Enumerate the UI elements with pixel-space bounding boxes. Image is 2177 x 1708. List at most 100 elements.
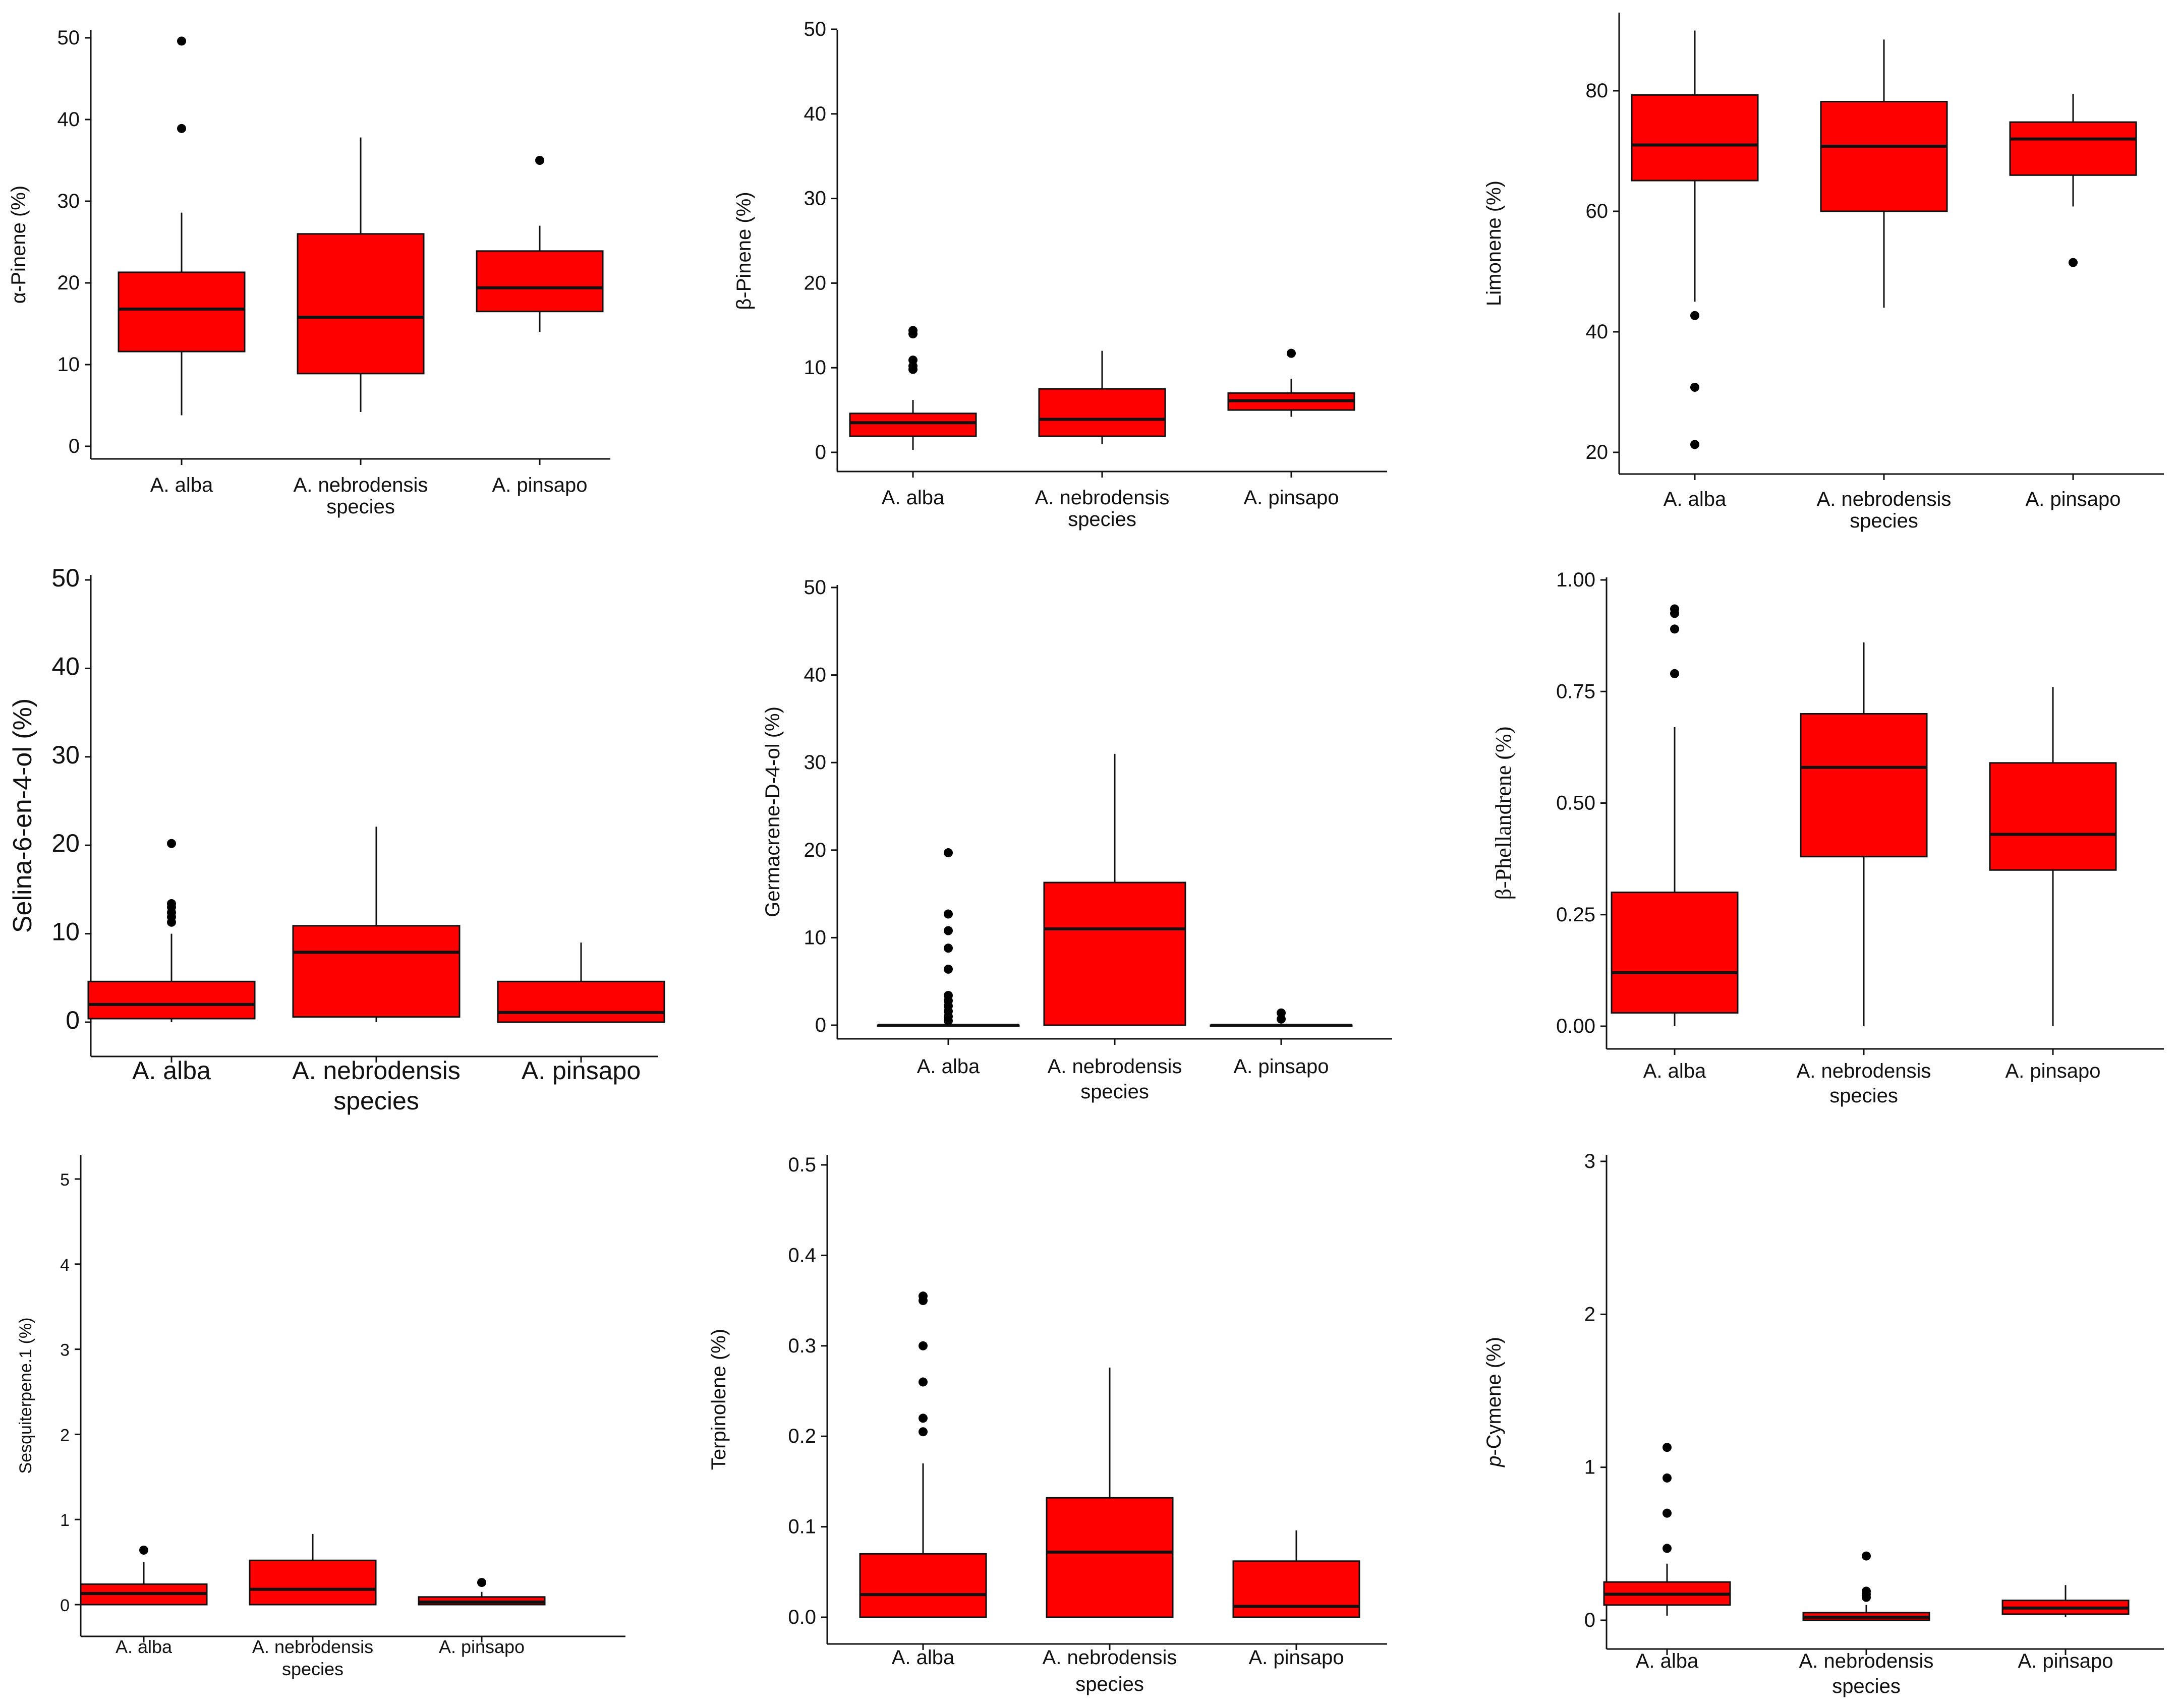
box-body: [497, 980, 665, 1023]
x-category-label: A. nebrodensis: [1035, 487, 1170, 509]
y-tick-label: 1: [60, 1511, 70, 1530]
x-axis-title: species: [282, 1659, 343, 1679]
box-body: [1800, 713, 1928, 858]
outlier-point: [944, 990, 953, 1000]
box-body: [476, 250, 604, 313]
x-category-label: A. alba: [116, 1636, 173, 1657]
y-tick-label: 5: [60, 1170, 70, 1190]
box-body: [87, 980, 256, 1020]
box-body: [118, 271, 246, 352]
x-category-label: A. alba: [882, 487, 945, 509]
outlier-point: [919, 1427, 928, 1437]
panel-germacrene-d-4-ol: 0 10 20 30 40 50 Germacrene-D-4-ol (%) A. alba A…: [762, 576, 1392, 1103]
outlier-point: [919, 1377, 928, 1387]
outlier-point: [1862, 1551, 1871, 1561]
x-axis-title: species: [1068, 508, 1136, 531]
x-category-label: A. pinsapo: [1248, 1646, 1344, 1669]
panel-selina-6-en-4-ol: 0 10 20 30 40 50 Selina-6-en-4-ol (%) A. alba A.…: [8, 564, 665, 1115]
panel-beta-phellandrene: 0.00 0.25 0.50 0.75 1.00 β-Phellandrene (%) A.…: [1491, 569, 2164, 1107]
y-tick-label: 4: [60, 1256, 70, 1275]
x-axis-title: species: [1850, 510, 1918, 532]
y-tick-label: 50: [51, 564, 80, 592]
box-body: [1038, 388, 1166, 437]
y-axis-title: Limonene (%): [1483, 181, 1505, 306]
box-body: [1989, 762, 2117, 871]
outlier-point: [1690, 440, 1699, 449]
outlier-point: [944, 848, 953, 858]
x-axis-title: species: [1832, 1675, 1901, 1697]
box-body: [849, 413, 977, 437]
outlier-point: [919, 1291, 928, 1301]
box-body: [297, 233, 425, 375]
y-tick-label: 2: [60, 1426, 70, 1445]
y-axis-title: p-Cymene (%): [1483, 1337, 1505, 1467]
box-body: [249, 1559, 377, 1606]
panel-terpinolene: 0.0 0.1 0.2 0.3 0.4 0.5 Terpinolene (%) A. alba…: [708, 1154, 1387, 1695]
y-tick-label: 3: [60, 1341, 70, 1360]
panel-p-cymene: 0 1 2 3 p-Cymene (%) A. alba A. nebrodensis spe…: [1483, 1150, 2164, 1697]
x-category-label: A. alba: [150, 474, 213, 496]
box-body: [2009, 121, 2137, 176]
x-category-label: A. nebrodensis: [252, 1636, 373, 1657]
x-category-label: A. alba: [132, 1056, 211, 1085]
box-body: [1232, 1560, 1360, 1618]
y-tick-label: 60: [1586, 200, 1609, 222]
y-tick-label: 10: [804, 926, 827, 949]
outlier-point: [1663, 1443, 1672, 1452]
outlier-point: [944, 964, 953, 974]
outlier-point: [139, 1545, 148, 1555]
outlier-point: [919, 1413, 928, 1423]
y-tick-label: 40: [58, 108, 80, 131]
box-body: [1820, 101, 1948, 212]
y-tick-label: 0.5: [788, 1154, 816, 1176]
y-tick-label: 40: [1586, 321, 1609, 343]
y-tick-label: 0: [66, 1006, 80, 1034]
y-tick-label: 0: [1584, 1609, 1595, 1631]
y-tick-label: 30: [58, 190, 80, 212]
outlier-point: [1287, 348, 1296, 358]
y-tick-label: 30: [804, 188, 827, 210]
y-tick-label: 50: [58, 27, 80, 49]
y-tick-label: 10: [51, 918, 80, 946]
x-category-label: A. alba: [892, 1646, 955, 1669]
outlier-point: [167, 839, 176, 848]
box-body: [1043, 881, 1186, 1026]
x-axis-title: species: [1829, 1085, 1898, 1107]
y-tick-label: 1.00: [1556, 569, 1595, 591]
y-axis-title-rest: -Cymene (%): [1483, 1337, 1505, 1456]
y-tick-label: 3: [1584, 1150, 1595, 1172]
outlier-point: [177, 124, 186, 133]
y-tick-label: 20: [804, 272, 827, 294]
panel-alpha-pinene: 0 10 20 30 40 50 α-Pinene (%) A. alba A. nebrode…: [8, 27, 610, 518]
y-tick-label: 20: [58, 272, 80, 294]
x-category-label: A. pinsapo: [2018, 1650, 2113, 1672]
y-tick-label: 0.75: [1556, 680, 1595, 702]
outlier-point: [944, 909, 953, 919]
x-category-label: A. pinsapo: [1243, 487, 1339, 509]
y-tick-label: 2: [1584, 1303, 1595, 1325]
y-tick-label: 80: [1586, 80, 1609, 102]
y-tick-label: 20: [804, 839, 827, 861]
outlier-point: [1670, 604, 1679, 614]
outlier-point: [177, 36, 186, 46]
y-tick-label: 0.1: [788, 1516, 816, 1538]
y-tick-label: 20: [1586, 441, 1609, 463]
x-category-label: A. alba: [1636, 1650, 1699, 1672]
x-category-label: A. nebrodensis: [1043, 1646, 1177, 1669]
box-body: [1611, 892, 1739, 1014]
x-category-label: A. nebrodensis: [1797, 1060, 1931, 1082]
x-category-label: A. nebrodensis: [1048, 1055, 1182, 1078]
x-category-label: A. nebrodensis: [294, 474, 428, 496]
y-tick-label: 40: [804, 103, 827, 125]
y-tick-label: 30: [804, 751, 827, 774]
x-category-label: A. nebrodensis: [292, 1056, 461, 1085]
outlier-point: [1690, 311, 1699, 320]
y-tick-label: 20: [51, 829, 80, 857]
y-axis-title: Selina-6-en-4-ol (%): [8, 698, 37, 933]
y-tick-label: 30: [51, 741, 80, 769]
y-axis-title: Germacrene-D-4-ol (%): [762, 706, 784, 917]
box-body: [1046, 1497, 1174, 1618]
x-category-label: A. pinsapo: [1233, 1055, 1329, 1078]
y-tick-label: 10: [804, 357, 827, 379]
panel-beta-pinene: 0 10 20 30 40 50 β-Pinene (%) A. alba A. nebrode…: [733, 18, 1387, 531]
